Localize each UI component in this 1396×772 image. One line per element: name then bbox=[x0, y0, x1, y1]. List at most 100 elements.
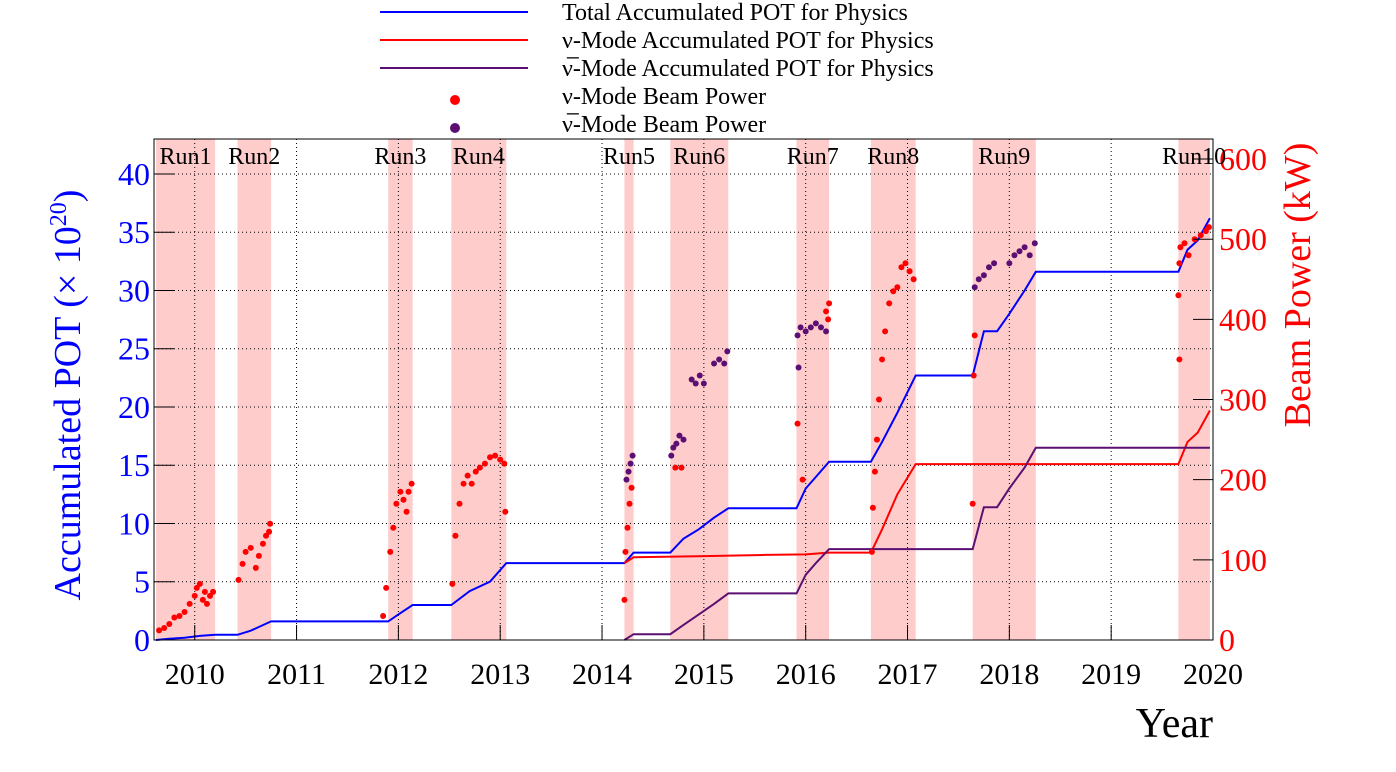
beam-power-point bbox=[724, 348, 731, 355]
beam-power-point bbox=[210, 588, 217, 595]
beam-power-point bbox=[873, 436, 880, 443]
y-axis-right-label: Beam Power (kW) bbox=[1277, 143, 1319, 428]
beam-power-point bbox=[176, 612, 183, 619]
beam-power-point bbox=[826, 300, 833, 307]
x-tick-label: 2020 bbox=[1183, 658, 1243, 691]
y-left-tick-label: 10 bbox=[118, 505, 150, 541]
beam-power-point bbox=[623, 476, 630, 483]
y-right-tick-label: 600 bbox=[1219, 141, 1267, 177]
beam-power-point bbox=[181, 608, 188, 615]
beam-power-point bbox=[876, 396, 883, 403]
beam-power-point bbox=[676, 432, 683, 439]
beam-power-point bbox=[452, 532, 459, 539]
run-label: Run2 bbox=[228, 144, 280, 170]
x-axis-label: Year bbox=[1136, 701, 1213, 747]
beam-power-point bbox=[1197, 232, 1204, 239]
beam-power-point bbox=[393, 500, 400, 507]
beam-power-point bbox=[1181, 240, 1188, 247]
beam-power-point bbox=[468, 480, 475, 487]
run-label: Run8 bbox=[867, 144, 919, 170]
beam-power-point bbox=[1176, 260, 1183, 267]
beam-power-point bbox=[464, 472, 471, 479]
beam-power-point bbox=[405, 488, 412, 495]
legend-label: Total Accumulated POT for Physics bbox=[562, 0, 908, 26]
beam-power-point bbox=[242, 548, 249, 555]
beam-power-point bbox=[802, 328, 809, 335]
beam-power-point bbox=[629, 452, 636, 459]
beam-power-point bbox=[1177, 244, 1184, 251]
beam-power-point bbox=[868, 548, 875, 555]
beam-power-point bbox=[869, 504, 876, 511]
beam-power-point bbox=[472, 468, 479, 475]
run-label: Run1 bbox=[160, 144, 212, 170]
x-tick-label: 2018 bbox=[979, 658, 1039, 691]
beam-power-point bbox=[387, 548, 394, 555]
beam-power-point bbox=[186, 600, 193, 607]
beam-power-point bbox=[1175, 292, 1182, 299]
beam-power-point bbox=[625, 468, 632, 475]
y-left-tick-label: 20 bbox=[118, 389, 150, 425]
beam-power-point bbox=[1006, 260, 1013, 267]
beam-power-point bbox=[255, 552, 262, 559]
beam-power-point bbox=[252, 564, 259, 571]
beam-power-point bbox=[700, 380, 707, 387]
beam-power-point bbox=[823, 328, 830, 335]
beam-power-point bbox=[680, 436, 687, 443]
y-left-tick-label: 40 bbox=[118, 156, 150, 192]
beam-power-point bbox=[1205, 224, 1212, 231]
beam-power-point bbox=[166, 620, 173, 627]
beam-power-point bbox=[980, 272, 987, 279]
beam-power-point bbox=[1016, 248, 1023, 255]
y-right-tick-label: 0 bbox=[1219, 622, 1235, 658]
beam-power-point bbox=[266, 528, 273, 535]
beam-power-point bbox=[203, 600, 210, 607]
beam-power-point bbox=[678, 464, 685, 471]
grid bbox=[154, 139, 1213, 640]
beam-power-point bbox=[624, 524, 631, 531]
beam-power-point bbox=[621, 596, 628, 603]
beam-power-point bbox=[910, 276, 917, 283]
beam-power-point bbox=[626, 500, 633, 507]
beam-power-point bbox=[795, 364, 802, 371]
run-band bbox=[670, 139, 729, 640]
x-tick-label: 2016 bbox=[776, 658, 836, 691]
beam-power-point bbox=[985, 264, 992, 271]
y-left-tick-label: 5 bbox=[134, 564, 150, 600]
pot-line bbox=[623, 446, 1210, 641]
run-band bbox=[388, 139, 413, 640]
beam-power-point bbox=[825, 316, 832, 323]
beam-power-point bbox=[673, 440, 680, 447]
beam-power-point bbox=[890, 288, 897, 295]
beam-power-point bbox=[201, 588, 208, 595]
beam-power-point bbox=[1185, 252, 1192, 259]
run-label: Run7 bbox=[787, 144, 839, 170]
beam-power-point bbox=[882, 328, 889, 335]
beam-power-point bbox=[969, 500, 976, 507]
beam-power-point bbox=[456, 500, 463, 507]
beam-power-point bbox=[628, 484, 635, 491]
y-left-tick-label: 0 bbox=[134, 622, 150, 658]
beam-power-point bbox=[817, 324, 824, 331]
run-band bbox=[972, 139, 1036, 640]
beam-power-point bbox=[794, 332, 801, 339]
beam-power-point bbox=[1021, 244, 1028, 251]
x-tick-label: 2013 bbox=[470, 658, 530, 691]
y-right-tick-label: 300 bbox=[1219, 382, 1267, 418]
beam-power-point bbox=[1011, 252, 1018, 259]
beam-power-point bbox=[971, 332, 978, 339]
y-right-tick-label: 100 bbox=[1219, 542, 1267, 578]
beam-power-point bbox=[156, 627, 163, 634]
beam-power-point bbox=[886, 300, 893, 307]
beam-power-point bbox=[688, 376, 695, 383]
x-tick-label: 2014 bbox=[572, 658, 632, 691]
beam-power-point bbox=[171, 614, 178, 621]
legend-label: ν̅-Mode Beam Power bbox=[562, 112, 766, 138]
run-label: Run9 bbox=[978, 144, 1030, 170]
beam-power-point bbox=[975, 276, 982, 283]
beam-power-point bbox=[502, 508, 509, 515]
plot-frame bbox=[153, 138, 1214, 641]
run-label: Run3 bbox=[374, 144, 426, 170]
y-axis-left-label-close: ) bbox=[47, 190, 89, 203]
beam-power-point bbox=[481, 460, 488, 467]
beam-power-point bbox=[408, 480, 415, 487]
